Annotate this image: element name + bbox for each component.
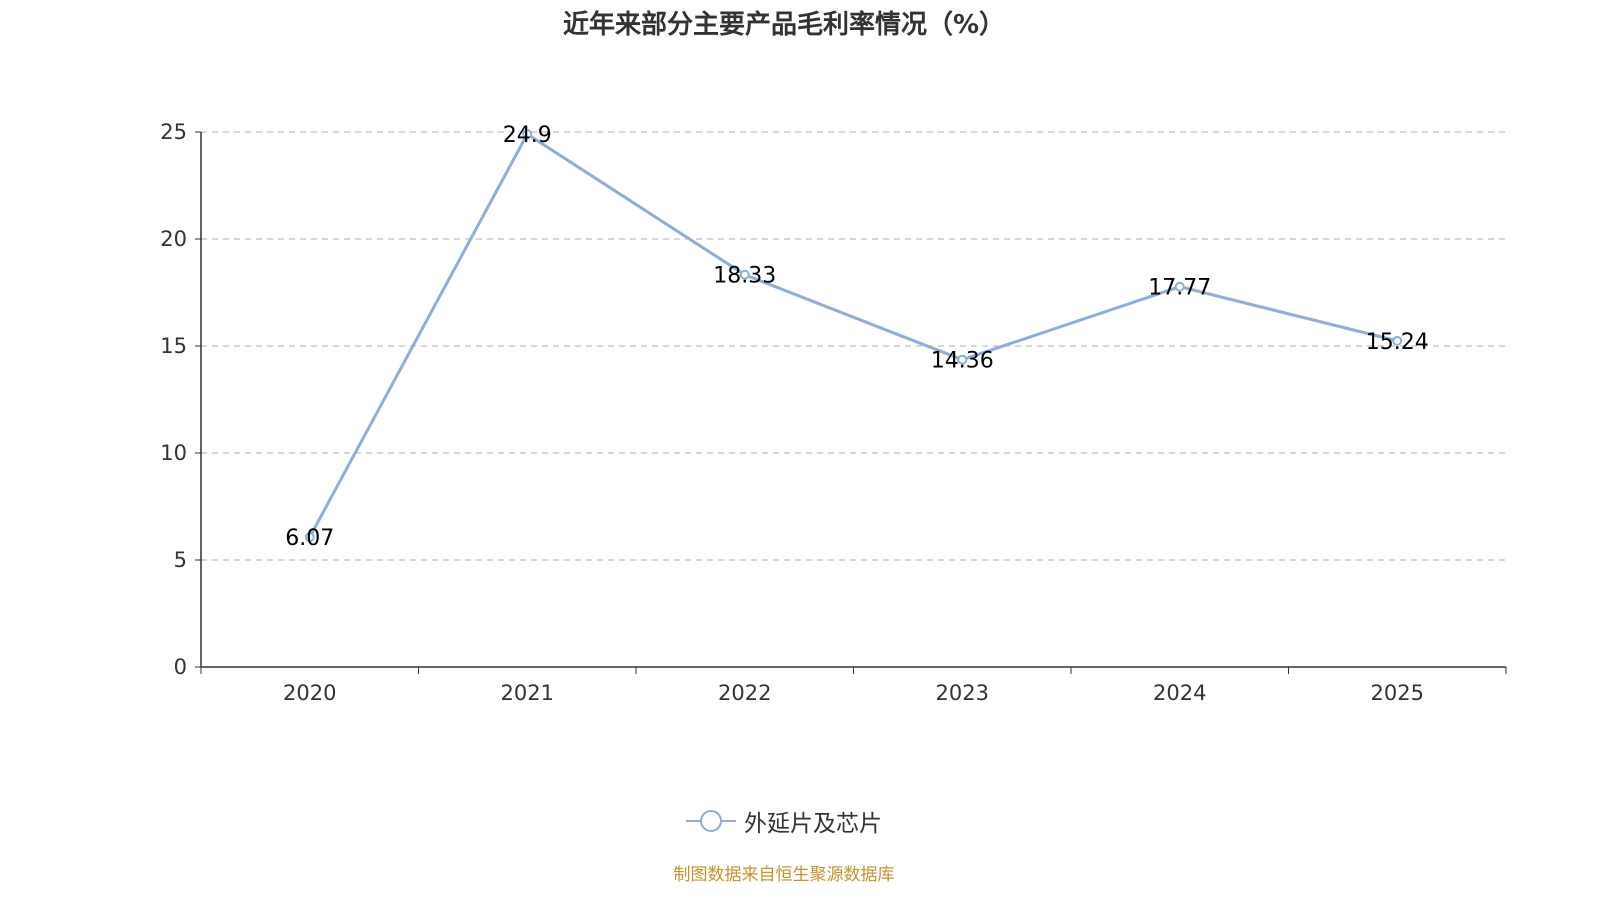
data-label: 24.9: [503, 123, 552, 148]
series-line: [308, 131, 1398, 538]
x-tick-label: 2021: [501, 681, 554, 705]
y-tick-label: 10: [160, 441, 187, 465]
x-tick-label: 2025: [1371, 681, 1424, 705]
x-tick-label: 2022: [718, 681, 771, 705]
data-label: 15.24: [1366, 330, 1429, 355]
chart-title: 近年来部分主要产品毛利率情况（%）: [562, 10, 1006, 40]
legend-line-circle-icon: [686, 810, 736, 832]
data-point: [957, 354, 968, 365]
legend-label: 外延片及芯片: [744, 811, 882, 837]
x-tick-label: 2020: [283, 681, 336, 705]
data-point: [304, 532, 315, 543]
legend-item[interactable]: 外延片及芯片: [686, 804, 882, 838]
data-point: [739, 269, 750, 280]
y-tick-label: 5: [174, 548, 187, 572]
y-tick-label: 20: [160, 227, 187, 251]
y-tick-label: 25: [160, 120, 187, 144]
x-tick-label: 2023: [936, 681, 989, 705]
data-label: 6.07: [285, 526, 334, 551]
data-point: [1392, 335, 1403, 346]
x-tick-label: 2024: [1153, 681, 1206, 705]
data-point: [1174, 281, 1185, 292]
data-label: 18.33: [713, 264, 776, 289]
y-tick-label: 0: [174, 655, 187, 679]
y-tick-label: 15: [160, 334, 187, 358]
data-point: [522, 129, 533, 140]
data-label: 14.36: [931, 349, 994, 374]
source-note: 制图数据来自恒生聚源数据库: [673, 865, 895, 885]
data-label: 17.77: [1148, 276, 1211, 301]
